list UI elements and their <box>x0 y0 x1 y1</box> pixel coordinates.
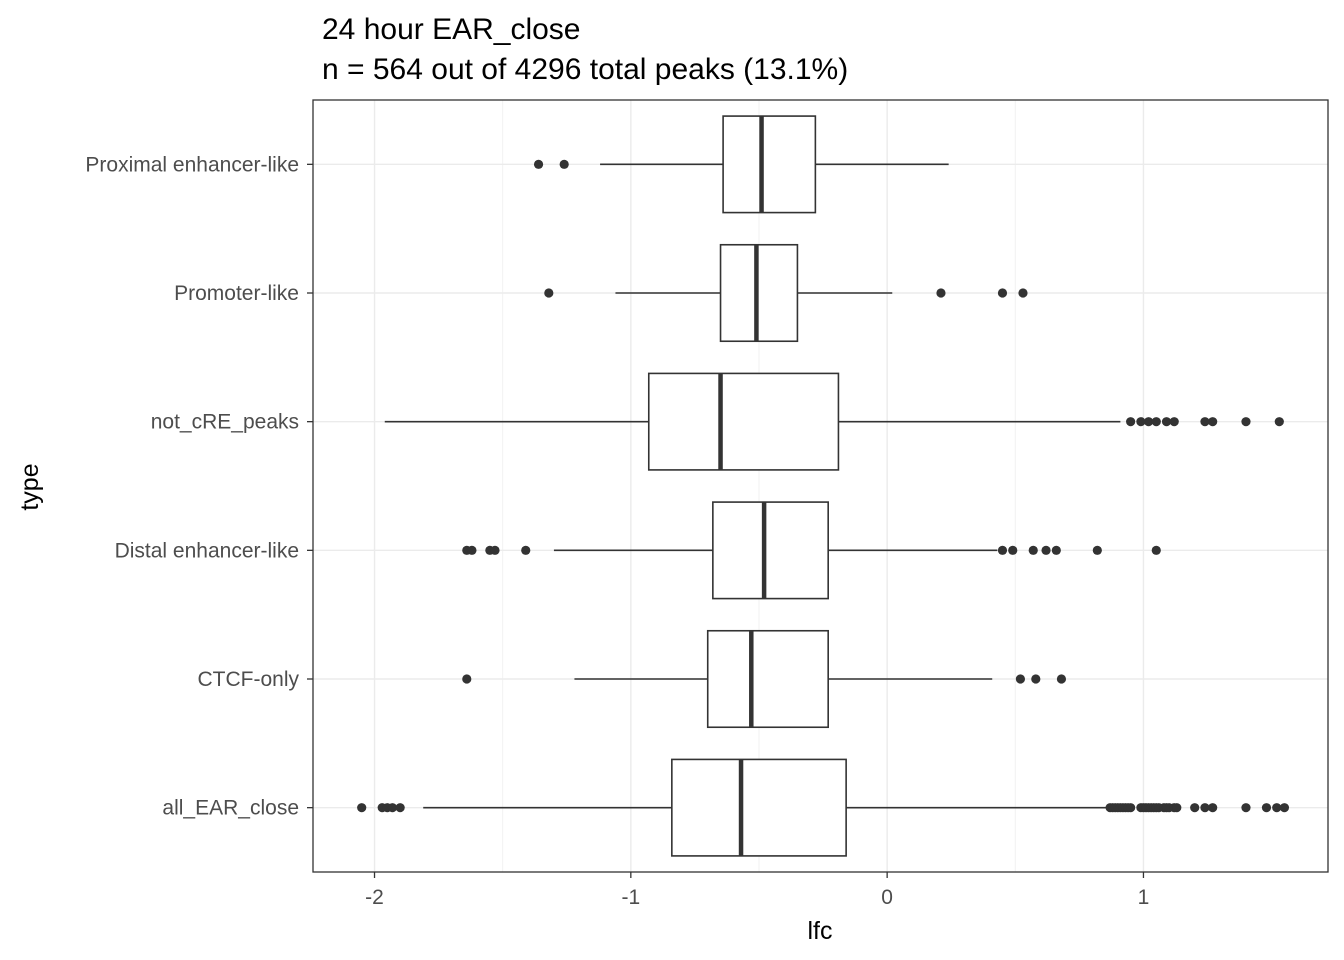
outlier-point <box>387 803 398 813</box>
outlier-point <box>1056 674 1067 684</box>
outlier-point <box>490 545 500 555</box>
outlier-point <box>1200 803 1210 813</box>
outlier-point <box>1015 674 1026 684</box>
y-tick-label: Promoter-like <box>174 282 299 305</box>
outlier-point <box>1136 417 1146 427</box>
chart-title-block: 24 hour EAR_close n = 564 out of 4296 to… <box>322 10 848 90</box>
box-group <box>384 372 1284 471</box>
plot-border <box>312 99 1329 873</box>
outlier-point <box>1161 417 1172 427</box>
chart-title: 24 hour EAR_close <box>322 13 581 46</box>
outlier-point <box>462 674 472 684</box>
outlier-point <box>1274 417 1284 427</box>
x-tick-label: -1 <box>621 886 640 909</box>
outlier-point <box>1279 803 1290 813</box>
box-group <box>544 243 1028 343</box>
outlier-point <box>559 159 569 169</box>
outlier-point <box>1143 417 1154 427</box>
outlier-point <box>997 288 1008 298</box>
box-group <box>357 758 1290 857</box>
plot-panel <box>313 100 1328 872</box>
outlier-point <box>467 545 477 555</box>
outlier-point <box>395 803 405 813</box>
outlier-point <box>357 803 367 813</box>
chart-subtitle: n = 564 out of 4296 total peaks (13.1%) <box>322 53 849 86</box>
outlier-point <box>1092 545 1102 555</box>
outlier-point <box>1151 417 1161 427</box>
outlier-point <box>1208 803 1218 813</box>
iqr-box <box>647 372 840 471</box>
outlier-point <box>1208 417 1218 427</box>
y-tick-label: Proximal enhancer-like <box>85 153 299 176</box>
outlier-point <box>533 159 544 169</box>
y-tick-label: CTCF-only <box>197 668 299 691</box>
outlier-point <box>1169 417 1179 427</box>
outlier-point <box>1018 288 1028 298</box>
y-tick-label: all_EAR_close <box>162 797 299 820</box>
outlier-point <box>1126 417 1136 427</box>
outlier-point <box>1008 545 1018 555</box>
outlier-point <box>1151 545 1161 555</box>
y-tick-label: not_cRE_peaks <box>151 411 299 434</box>
outlier-point <box>1241 803 1251 813</box>
outlier-point <box>1172 803 1182 813</box>
outlier-point <box>521 545 531 555</box>
iqr-box <box>722 115 817 214</box>
outlier-point <box>1028 545 1038 555</box>
outlier-point <box>997 545 1008 555</box>
x-tick-label: 1 <box>1138 886 1150 909</box>
outlier-point <box>1272 803 1282 813</box>
y-axis-title: type <box>16 463 44 510</box>
outlier-point <box>1031 674 1041 684</box>
x-tick-label: -2 <box>365 886 384 909</box>
outlier-point <box>1261 803 1272 813</box>
outlier-point <box>1190 803 1200 813</box>
outlier-point <box>1041 545 1051 555</box>
iqr-box <box>712 501 829 600</box>
outlier-point <box>1200 417 1210 427</box>
box-group <box>462 629 1067 729</box>
x-axis-title: lfc <box>808 917 833 945</box>
iqr-box <box>719 243 799 343</box>
outlier-point <box>1126 803 1136 813</box>
box-group <box>533 115 949 214</box>
outlier-point <box>544 288 554 298</box>
x-tick-label: 0 <box>881 886 893 909</box>
y-tick-label: Distal enhancer-like <box>115 539 299 562</box>
outlier-point <box>1241 417 1251 427</box>
outlier-point <box>936 288 946 298</box>
iqr-box <box>671 758 847 857</box>
iqr-box <box>706 629 829 729</box>
outlier-point <box>1051 545 1061 555</box>
box-group <box>462 501 1161 600</box>
